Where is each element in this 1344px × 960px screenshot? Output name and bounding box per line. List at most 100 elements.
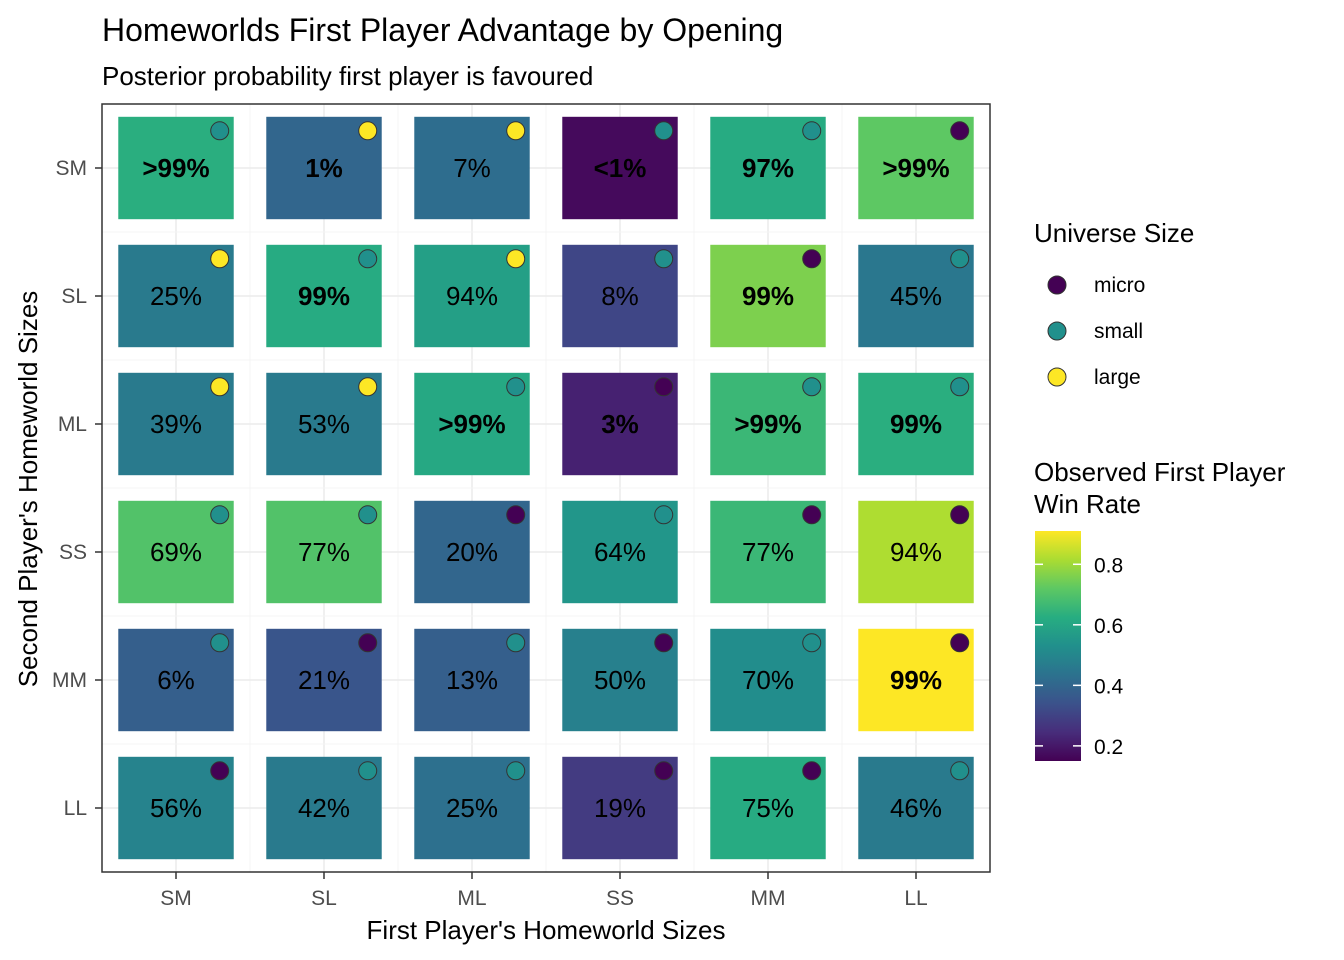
universe-point [950, 377, 970, 397]
colorbar-tick-label: 0.4 [1094, 675, 1124, 698]
tile-label: 94% [890, 537, 942, 567]
universe-point [506, 377, 526, 397]
tile-label: 6% [157, 665, 195, 695]
universe-point [654, 633, 674, 653]
universe-point [506, 249, 526, 269]
tile-label: 94% [446, 281, 498, 311]
universe-point [358, 377, 378, 397]
colorbar [1035, 531, 1081, 761]
tile-label: >99% [142, 153, 209, 183]
tile-label: 77% [742, 537, 794, 567]
universe-point [506, 761, 526, 781]
universe-point [358, 633, 378, 653]
tile-label: 1% [305, 153, 343, 183]
tile-label: 53% [298, 409, 350, 439]
tile-label: 25% [446, 793, 498, 823]
tile-label: 99% [890, 665, 942, 695]
x-tick-label: ML [457, 887, 486, 910]
tile-label: >99% [734, 409, 801, 439]
universe-point [802, 633, 822, 653]
y-tick-label: ML [58, 413, 87, 436]
tile-label: 50% [594, 665, 646, 695]
tile-label: >99% [882, 153, 949, 183]
y-tick-label: SM [56, 157, 88, 180]
tile-label: 42% [298, 793, 350, 823]
chart-title: Homeworlds First Player Advantage by Ope… [102, 12, 783, 48]
universe-point [802, 761, 822, 781]
universe-point [358, 121, 378, 141]
universe-point [654, 377, 674, 397]
colorbar-title-line-1: Observed First Player [1034, 457, 1286, 487]
tile-label: 69% [150, 537, 202, 567]
universe-point [950, 121, 970, 141]
plot-border [101, 103, 991, 873]
x-tick-label: LL [904, 887, 927, 910]
universe-point [802, 505, 822, 525]
universe-point [802, 249, 822, 269]
tile-label: 45% [890, 281, 942, 311]
chart-subtitle: Posterior probability first player is fa… [102, 61, 593, 91]
universe-point [654, 505, 674, 525]
x-axis-title: First Player's Homeworld Sizes [367, 915, 726, 945]
universe-point [654, 761, 674, 781]
tile-label: 13% [446, 665, 498, 695]
universe-point [802, 121, 822, 141]
universe-point [210, 761, 230, 781]
colorbar-tick-label: 0.6 [1094, 615, 1123, 638]
x-tick-label: SL [311, 887, 337, 910]
tile-label: 46% [890, 793, 942, 823]
tile-label: 56% [150, 793, 202, 823]
universe-point [950, 249, 970, 269]
y-tick-label: SL [61, 285, 87, 308]
legend-point-large [1047, 367, 1067, 387]
plot-area: >99% 1% 7% <1% 97% >99% 25% 99% 94% 8% 99% 45% 39% 53… [52, 103, 991, 910]
tile-label: <1% [594, 153, 647, 183]
universe-point [950, 761, 970, 781]
colorbar-title-line-2: Win Rate [1034, 489, 1141, 519]
legend-point-micro [1047, 275, 1067, 295]
universe-point [506, 633, 526, 653]
colorbar-tick-label: 0.2 [1094, 736, 1123, 759]
universe-point [950, 505, 970, 525]
tile-label: 97% [742, 153, 794, 183]
x-tick-label: SM [160, 887, 192, 910]
y-tick-label: MM [52, 669, 87, 692]
tile-label: 77% [298, 537, 350, 567]
legend-label-micro: micro [1094, 274, 1145, 297]
tile-label: 7% [453, 153, 491, 183]
tile-label: 99% [298, 281, 350, 311]
universe-point [654, 249, 674, 269]
universe-legend-title: Universe Size [1034, 218, 1194, 248]
grid-lines [102, 104, 990, 872]
tile-label: 25% [150, 281, 202, 311]
colorbar-tick-label: 0.8 [1094, 554, 1123, 577]
universe-point [802, 377, 822, 397]
tile-label: 20% [446, 537, 498, 567]
x-tick-label: SS [606, 887, 634, 910]
tile-label: 21% [298, 665, 350, 695]
legend: Universe Size micro small large Observed F… [1034, 218, 1286, 761]
universe-point [210, 633, 230, 653]
universe-point [950, 633, 970, 653]
tile-label: >99% [438, 409, 505, 439]
tile-label: 64% [594, 537, 646, 567]
universe-point [358, 505, 378, 525]
universe-point [506, 505, 526, 525]
tile-label: 8% [601, 281, 639, 311]
y-tick-label: SS [59, 541, 87, 564]
tile-label: 39% [150, 409, 202, 439]
universe-point [210, 377, 230, 397]
tile-label: 99% [890, 409, 942, 439]
tile-label: 19% [594, 793, 646, 823]
universe-point [506, 121, 526, 141]
x-tick-label: MM [751, 887, 786, 910]
legend-label-large: large [1094, 366, 1141, 389]
universe-point [210, 505, 230, 525]
universe-point [210, 249, 230, 269]
y-tick-label: LL [64, 797, 87, 820]
universe-point [210, 121, 230, 141]
legend-label-small: small [1094, 320, 1143, 343]
y-axis-title: Second Player's Homeworld Sizes [13, 291, 43, 688]
tile-label: 3% [601, 409, 639, 439]
